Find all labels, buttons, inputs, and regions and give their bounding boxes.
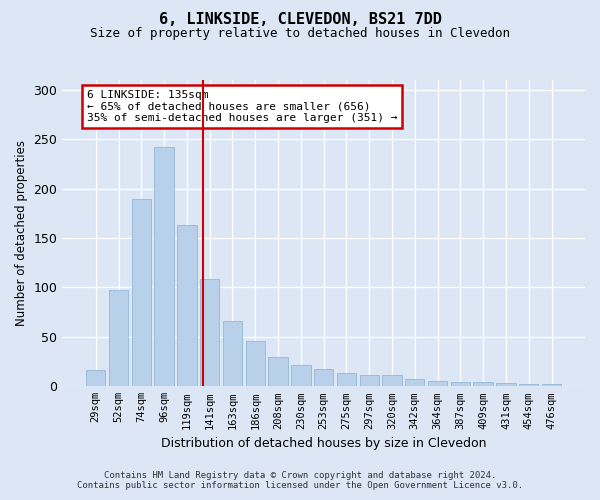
Text: Contains HM Land Registry data © Crown copyright and database right 2024.
Contai: Contains HM Land Registry data © Crown c… xyxy=(77,470,523,490)
Bar xyxy=(337,374,356,386)
Bar xyxy=(131,198,151,386)
Bar xyxy=(382,376,402,386)
Bar xyxy=(542,384,561,386)
Bar xyxy=(109,290,128,386)
Bar xyxy=(200,278,220,386)
Bar xyxy=(223,321,242,386)
Bar xyxy=(245,341,265,386)
Bar xyxy=(177,225,197,386)
Bar xyxy=(519,384,538,386)
Bar xyxy=(359,376,379,386)
Y-axis label: Number of detached properties: Number of detached properties xyxy=(15,140,28,326)
Bar xyxy=(451,382,470,386)
Bar xyxy=(405,380,424,386)
Bar xyxy=(314,368,334,386)
Bar xyxy=(268,356,288,386)
Bar xyxy=(473,382,493,386)
X-axis label: Distribution of detached houses by size in Clevedon: Distribution of detached houses by size … xyxy=(161,437,487,450)
Bar xyxy=(428,382,447,386)
Bar xyxy=(496,384,515,386)
Bar xyxy=(86,370,106,386)
Text: 6, LINKSIDE, CLEVEDON, BS21 7DD: 6, LINKSIDE, CLEVEDON, BS21 7DD xyxy=(158,12,442,28)
Text: Size of property relative to detached houses in Clevedon: Size of property relative to detached ho… xyxy=(90,28,510,40)
Bar xyxy=(154,147,174,386)
Bar xyxy=(291,364,311,386)
Text: 6 LINKSIDE: 135sqm
← 65% of detached houses are smaller (656)
35% of semi-detach: 6 LINKSIDE: 135sqm ← 65% of detached hou… xyxy=(86,90,397,123)
